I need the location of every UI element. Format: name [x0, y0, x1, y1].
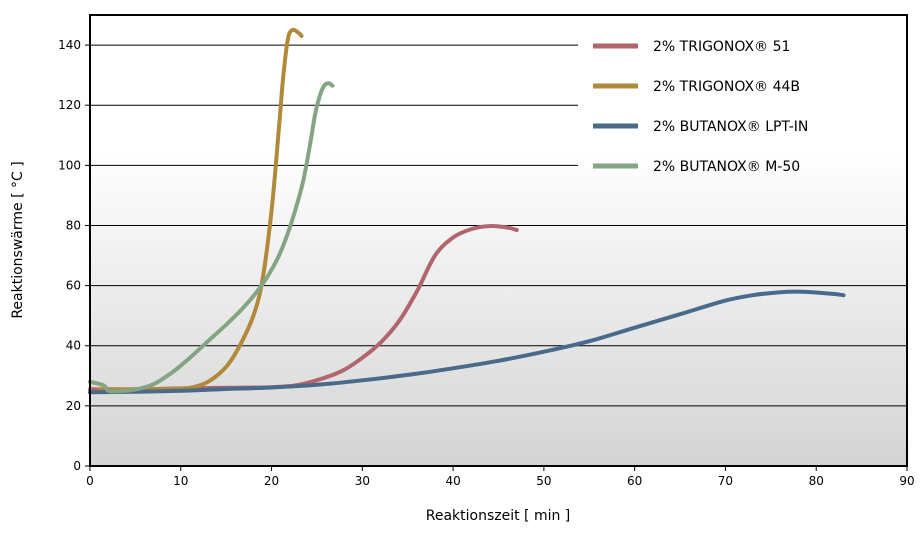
y-tick-label: 140 — [58, 38, 81, 52]
y-tick-label: 120 — [58, 98, 81, 112]
legend-label-3: 2% BUTANOX® LPT-IN — [653, 119, 808, 135]
y-axis-ticks: 0 20 40 60 80 100 120 140 — [58, 38, 90, 473]
x-tick-label: 10 — [173, 474, 188, 488]
series-line-2 — [97, 27, 304, 392]
y-tick-label: 20 — [66, 399, 81, 413]
x-axis-ticks: 0 10 20 30 40 50 60 70 80 90 — [86, 466, 915, 488]
x-tick-label: 50 — [536, 474, 551, 488]
legend-label-4: 2% BUTANOX® M-50 — [653, 159, 800, 175]
x-tick-label: 20 — [264, 474, 279, 488]
legend-label-2: 2% TRIGONOX® 44B — [653, 79, 800, 95]
x-tick-label: 40 — [445, 474, 460, 488]
y-axis-title: Reaktionswärme [ °C ] — [10, 161, 26, 318]
series-line-3 — [88, 289, 846, 395]
y-tick-label: 40 — [66, 339, 81, 353]
series-lines — [88, 27, 846, 395]
y-tick-label: 0 — [73, 459, 81, 473]
x-tick-label: 0 — [86, 474, 94, 488]
x-tick-label: 60 — [627, 474, 642, 488]
y-tick-label: 100 — [58, 158, 81, 172]
x-axis-title: Reaktionszeit [ min ] — [426, 508, 571, 524]
x-tick-label: 70 — [718, 474, 733, 488]
plot-border — [89, 14, 908, 467]
series-line-4 — [88, 81, 335, 394]
legend: 2% TRIGONOX® 51 2% TRIGONOX® 44B 2% BUTANO… — [593, 39, 808, 175]
y-tick-label: 60 — [66, 279, 81, 293]
y-tick-label: 80 — [66, 218, 81, 232]
x-tick-label: 80 — [809, 474, 824, 488]
x-tick-label: 90 — [899, 474, 914, 488]
x-tick-label: 30 — [355, 474, 370, 488]
legend-label-1: 2% TRIGONOX® 51 — [653, 39, 790, 55]
